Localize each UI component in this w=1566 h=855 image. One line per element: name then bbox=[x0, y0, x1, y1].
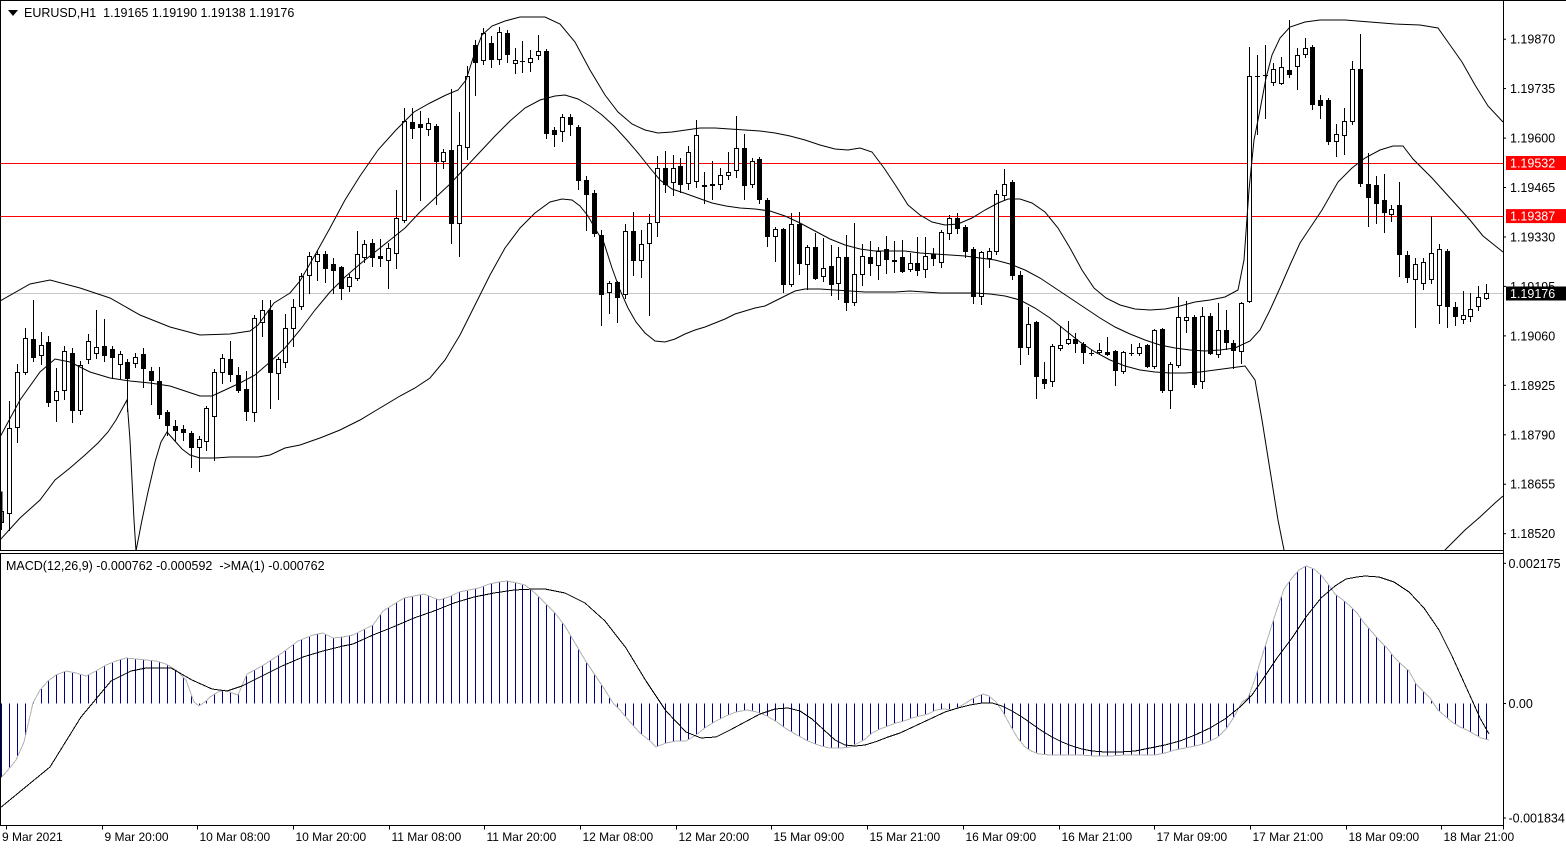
svg-text:18 Mar 09:00: 18 Mar 09:00 bbox=[1349, 830, 1420, 844]
svg-text:1.19600: 1.19600 bbox=[1510, 132, 1555, 146]
svg-text:0.00: 0.00 bbox=[1509, 697, 1533, 711]
svg-text:9 Mar 20:00: 9 Mar 20:00 bbox=[105, 830, 169, 844]
svg-text:0.002175: 0.002175 bbox=[1509, 557, 1561, 571]
svg-text:1.18790: 1.18790 bbox=[1510, 428, 1555, 442]
svg-text:9 Mar 2021: 9 Mar 2021 bbox=[2, 830, 63, 844]
svg-text:1.19735: 1.19735 bbox=[1510, 82, 1555, 96]
svg-text:1.19176: 1.19176 bbox=[1510, 287, 1555, 301]
svg-text:10 Mar 20:00: 10 Mar 20:00 bbox=[296, 830, 367, 844]
svg-text:17 Mar 21:00: 17 Mar 21:00 bbox=[1253, 830, 1324, 844]
svg-text:17 Mar 09:00: 17 Mar 09:00 bbox=[1157, 830, 1228, 844]
svg-text:1.19532: 1.19532 bbox=[1510, 157, 1555, 171]
svg-text:12 Mar 20:00: 12 Mar 20:00 bbox=[679, 830, 750, 844]
svg-text:11 Mar 08:00: 11 Mar 08:00 bbox=[392, 830, 462, 844]
svg-text:MACD(12,26,9) -0.000762 -0.000: MACD(12,26,9) -0.000762 -0.000592 ->MA(1… bbox=[6, 559, 325, 573]
svg-text:1.19330: 1.19330 bbox=[1510, 231, 1555, 245]
svg-text:1.19060: 1.19060 bbox=[1510, 329, 1555, 343]
svg-text:1.18655: 1.18655 bbox=[1510, 478, 1555, 492]
svg-text:16 Mar 09:00: 16 Mar 09:00 bbox=[966, 830, 1037, 844]
svg-text:18 Mar 21:00: 18 Mar 21:00 bbox=[1444, 830, 1515, 844]
svg-text:12 Mar 08:00: 12 Mar 08:00 bbox=[583, 830, 654, 844]
svg-text:10 Mar 08:00: 10 Mar 08:00 bbox=[200, 830, 271, 844]
svg-text:16 Mar 21:00: 16 Mar 21:00 bbox=[1062, 830, 1133, 844]
svg-text:1.19387: 1.19387 bbox=[1510, 210, 1555, 224]
svg-text:EURUSD,H1 1.19165 1.19190 1.1: EURUSD,H1 1.19165 1.19190 1.19138 1.1917… bbox=[24, 6, 294, 20]
svg-text:1.18520: 1.18520 bbox=[1510, 527, 1555, 541]
svg-text:15 Mar 21:00: 15 Mar 21:00 bbox=[870, 830, 941, 844]
svg-text:11 Mar 20:00: 11 Mar 20:00 bbox=[487, 830, 557, 844]
svg-text:-0.001834: -0.001834 bbox=[1509, 812, 1565, 826]
svg-text:1.19870: 1.19870 bbox=[1510, 33, 1555, 47]
svg-text:1.18925: 1.18925 bbox=[1510, 379, 1555, 393]
svg-text:15 Mar 09:00: 15 Mar 09:00 bbox=[774, 830, 845, 844]
svg-text:1.19465: 1.19465 bbox=[1510, 181, 1555, 195]
